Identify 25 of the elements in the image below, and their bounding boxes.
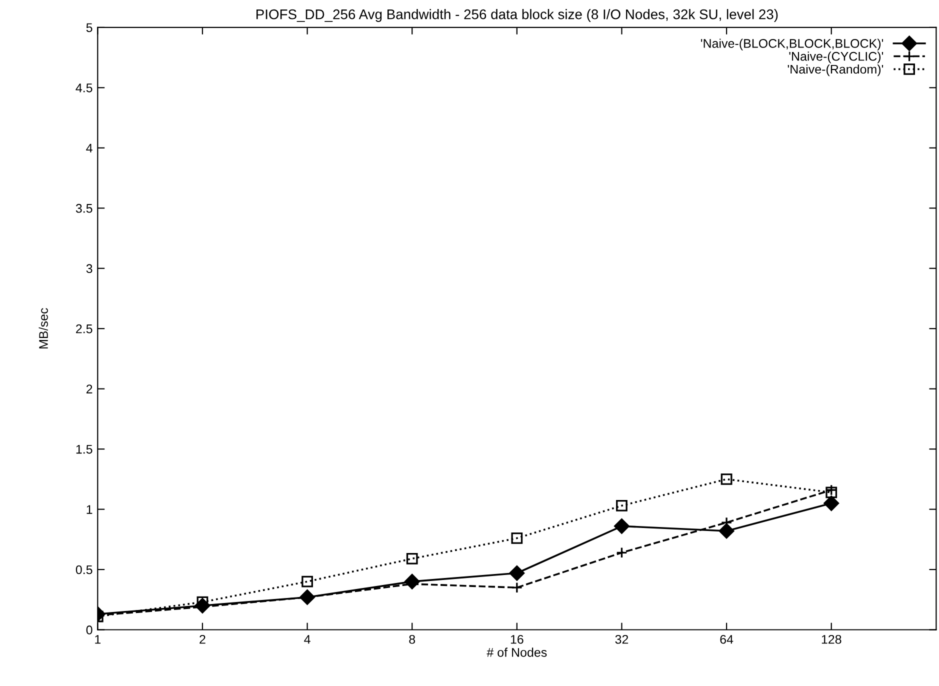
x-tick-label: 1 — [95, 635, 101, 644]
legend-label: 'Naive-(Random)' — [788, 64, 884, 76]
y-tick-label: 3 — [86, 264, 92, 274]
y-axis-title: MB/sec — [38, 308, 48, 348]
x-tick-label: 32 — [615, 634, 628, 644]
legend-label: 'Naive-(CYCLIC)' — [789, 52, 884, 64]
y-tick-label: 4 — [86, 144, 92, 152]
x-tick-label: 16 — [510, 634, 524, 644]
y-tick-label: 2.5 — [76, 324, 92, 334]
y-tick-label: 5 — [86, 23, 92, 32]
y-tick-label: 1.5 — [76, 444, 92, 454]
y-tick-label: 2 — [86, 384, 92, 394]
x-axis-title: # of Nodes — [486, 648, 547, 657]
x-tick-label: 4 — [304, 635, 310, 644]
x-tick-label: 8 — [409, 634, 416, 644]
y-tick-label: 0.5 — [76, 565, 92, 574]
x-tick-label: 128 — [822, 634, 842, 644]
y-tick-label: 4.5 — [76, 84, 92, 92]
x-tick-label: 64 — [720, 634, 734, 644]
y-tick-label: 1 — [86, 505, 92, 514]
y-tick-label: 3.5 — [76, 204, 92, 213]
y-tick-label: 0 — [86, 626, 92, 634]
x-tick-label: 2 — [200, 634, 206, 644]
legend-label: 'Naive-(BLOCK,BLOCK,BLOCK)' — [701, 38, 884, 50]
chart-title: PIOFS_DD_256 Avg Bandwidth - 256 data block size (8 I/O Nodes, 32k SU, level 23) — [256, 9, 778, 22]
